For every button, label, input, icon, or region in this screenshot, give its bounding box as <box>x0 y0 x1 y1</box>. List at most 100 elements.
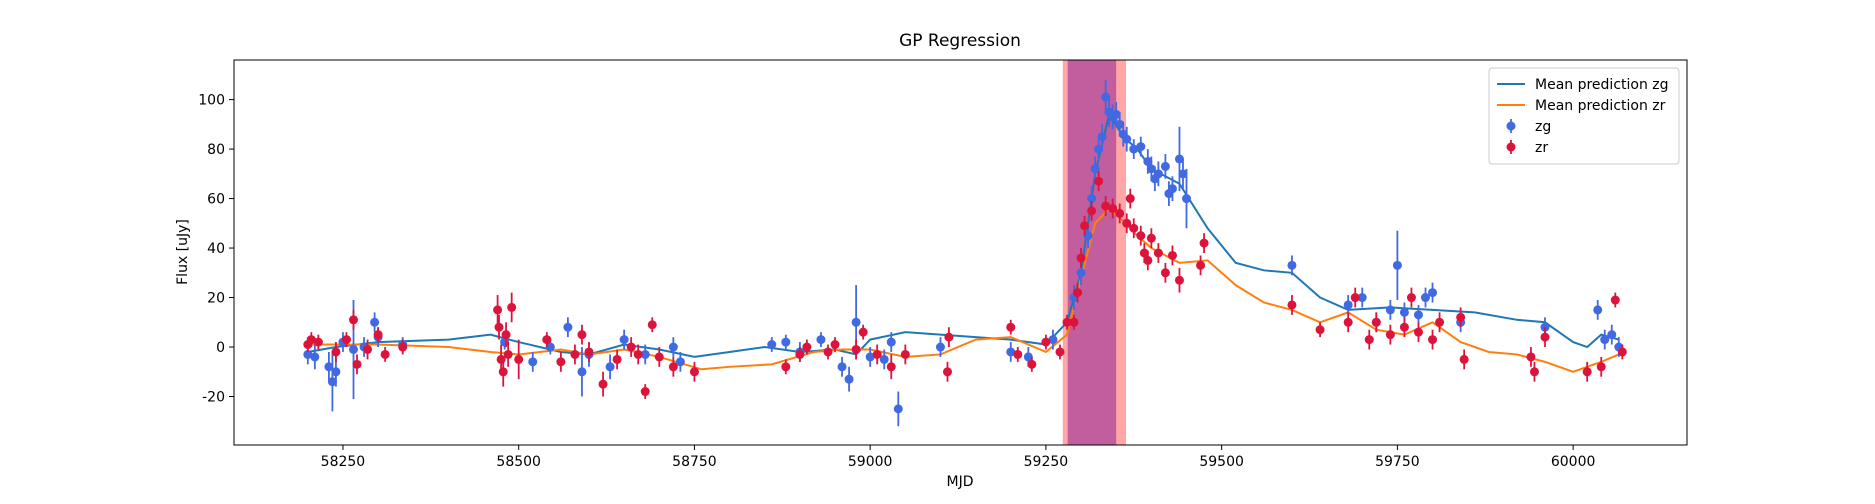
y-tick-label: 40 <box>207 241 225 257</box>
data-point <box>767 337 777 352</box>
legend-swatch <box>1506 121 1516 131</box>
marker <box>563 322 573 332</box>
marker <box>626 342 636 352</box>
marker <box>570 349 580 359</box>
data-point <box>1062 314 1072 330</box>
marker <box>1006 322 1016 332</box>
marker <box>1083 231 1093 241</box>
data-point <box>1129 218 1139 239</box>
marker <box>640 387 650 397</box>
marker <box>851 317 861 327</box>
marker <box>1371 317 1381 327</box>
x-tick-label: 58250 <box>321 454 366 470</box>
data-point <box>556 351 566 372</box>
data-point <box>802 339 812 355</box>
x-tick-label: 59750 <box>1375 454 1420 470</box>
marker <box>1108 203 1118 213</box>
marker <box>1101 92 1111 102</box>
marker <box>352 359 362 369</box>
marker <box>1013 349 1023 359</box>
highlight-span <box>1067 60 1117 445</box>
marker <box>1146 233 1156 243</box>
marker <box>1435 317 1445 327</box>
data-point <box>1364 329 1374 350</box>
marker <box>1607 330 1617 340</box>
marker <box>668 342 678 352</box>
marker <box>1094 176 1104 186</box>
marker <box>795 349 805 359</box>
marker <box>1167 250 1177 260</box>
y-tick-label: 60 <box>207 192 225 208</box>
x-tick-label: 59000 <box>848 454 893 470</box>
data-point <box>935 337 945 357</box>
marker <box>306 335 316 345</box>
marker <box>1413 327 1423 337</box>
data-point <box>349 309 359 330</box>
marker <box>1413 310 1423 320</box>
data-point <box>1343 295 1353 315</box>
marker <box>1073 288 1083 298</box>
marker <box>1385 305 1395 315</box>
data-point <box>528 351 538 372</box>
data-point <box>668 356 678 377</box>
legend-box <box>1488 67 1680 165</box>
marker <box>944 332 954 342</box>
data-point <box>370 312 380 333</box>
data-point <box>612 349 622 370</box>
y-axis-label: Flux [uJy] <box>175 219 191 285</box>
marker <box>640 349 650 359</box>
marker <box>349 315 359 325</box>
data-point <box>858 324 868 340</box>
marker <box>886 362 896 372</box>
marker <box>1069 317 1079 327</box>
marker <box>1087 206 1097 216</box>
data-point <box>1125 188 1135 209</box>
marker <box>1080 221 1090 231</box>
data-point <box>577 324 587 345</box>
data-point <box>1013 347 1023 362</box>
data-point <box>398 339 408 355</box>
marker <box>542 335 552 345</box>
x-tick-label: 60000 <box>1551 454 1596 470</box>
data-point <box>1006 342 1016 362</box>
data-point <box>1582 361 1592 382</box>
data-point <box>781 334 791 350</box>
data-point <box>1181 168 1191 229</box>
data-point <box>1199 233 1209 253</box>
marker <box>1153 169 1163 179</box>
marker <box>935 342 945 352</box>
marker <box>1596 362 1606 372</box>
data-point <box>1153 161 1163 187</box>
data-point <box>647 317 657 333</box>
marker <box>501 330 511 340</box>
y-tick-label: 100 <box>198 93 225 109</box>
marker <box>1343 317 1353 327</box>
marker <box>1399 307 1409 317</box>
data-point <box>363 339 373 360</box>
marker <box>654 352 664 362</box>
data-point <box>1115 203 1125 224</box>
y-tick-label: 20 <box>207 291 225 307</box>
marker <box>303 349 313 359</box>
data-point <box>563 317 573 338</box>
marker <box>1357 293 1367 303</box>
data-point <box>380 347 390 362</box>
marker <box>1125 194 1135 204</box>
data-point <box>493 295 503 325</box>
marker <box>1617 347 1627 357</box>
marker <box>1129 223 1139 233</box>
marker <box>1076 268 1086 278</box>
data-point <box>865 347 875 367</box>
marker <box>886 337 896 347</box>
marker <box>1181 194 1191 204</box>
marker <box>1600 335 1610 345</box>
data-point <box>1593 300 1603 320</box>
marker <box>1146 164 1156 174</box>
data-point <box>1027 356 1037 372</box>
data-point <box>1421 287 1431 308</box>
marker <box>1097 132 1107 142</box>
data-point <box>1600 329 1610 350</box>
data-point <box>654 347 664 367</box>
y-tick-label: 0 <box>216 340 225 356</box>
data-point <box>352 354 362 375</box>
